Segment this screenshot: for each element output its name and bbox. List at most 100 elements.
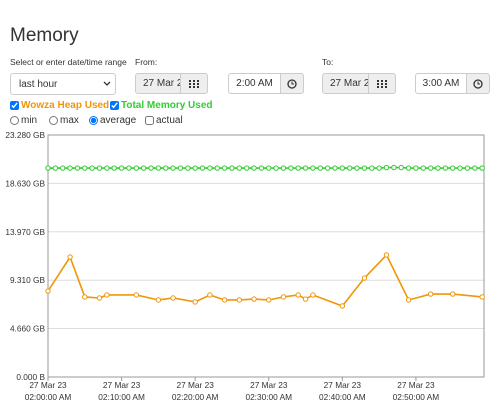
- data-point: [192, 299, 198, 305]
- data-point: [339, 165, 346, 171]
- data-point: [302, 165, 309, 171]
- legend-label: Total Memory Used: [121, 100, 213, 111]
- data-point: [427, 165, 434, 171]
- range-label: Select or enter date/time range: [10, 57, 127, 67]
- data-point: [133, 165, 140, 171]
- data-point: [236, 297, 243, 303]
- data-point: [60, 165, 66, 171]
- x-tick-label: 02:10:00 AM: [98, 392, 145, 402]
- data-point: [118, 165, 125, 171]
- data-point: [310, 292, 316, 298]
- legend-item[interactable]: Total Memory Used: [110, 100, 213, 111]
- data-point: [405, 165, 412, 171]
- data-point: [383, 252, 390, 258]
- data-point: [170, 295, 176, 301]
- data-point: [177, 165, 184, 171]
- x-tick-label: 27 Mar 23: [250, 380, 288, 390]
- mode-option[interactable]: actual: [145, 115, 183, 126]
- data-point: [133, 292, 140, 298]
- to-calendar-button[interactable]: [368, 73, 396, 94]
- data-point: [442, 165, 449, 171]
- data-point: [317, 165, 323, 171]
- y-tick-label: 4.660 GB: [10, 324, 46, 334]
- from-clock-button[interactable]: [280, 73, 304, 94]
- data-point: [391, 164, 397, 171]
- x-tick-label: 02:30:00 AM: [245, 392, 292, 402]
- data-point: [376, 165, 382, 171]
- data-point: [236, 165, 243, 171]
- mode-label: average: [100, 115, 137, 126]
- mode-radio[interactable]: [89, 116, 98, 125]
- range-select[interactable]: last hour: [10, 73, 116, 95]
- data-point: [170, 165, 176, 171]
- data-point: [479, 165, 485, 171]
- range-value: last hour: [19, 78, 58, 90]
- clock-icon: [473, 78, 483, 89]
- data-point: [52, 165, 59, 171]
- data-point: [324, 165, 331, 171]
- series-checkbox[interactable]: [110, 101, 119, 110]
- from-calendar-button[interactable]: [180, 73, 208, 94]
- data-point: [310, 165, 316, 171]
- data-point: [140, 165, 147, 171]
- data-point: [383, 164, 390, 171]
- data-point: [155, 297, 162, 303]
- data-point: [67, 254, 73, 260]
- data-point: [427, 291, 434, 297]
- dropdown-arrow: [103, 81, 111, 86]
- series-checkbox[interactable]: [10, 101, 19, 110]
- x-tick-label: 27 Mar 23: [176, 380, 214, 390]
- y-tick-label: 13.970 GB: [5, 227, 45, 237]
- mode-checkbox[interactable]: [145, 116, 154, 125]
- mode-option[interactable]: average: [89, 115, 136, 126]
- data-point: [258, 165, 265, 171]
- x-tick-label: 02:00:00 AM: [25, 392, 72, 402]
- data-point: [302, 296, 309, 302]
- data-point: [207, 292, 213, 298]
- data-point: [472, 165, 478, 171]
- data-point: [266, 165, 272, 171]
- data-point: [229, 165, 235, 171]
- mode-option[interactable]: min: [10, 115, 37, 126]
- data-point: [96, 295, 103, 301]
- data-point: [96, 165, 103, 171]
- data-point: [369, 165, 375, 171]
- page-title: Memory: [10, 25, 79, 46]
- data-point: [464, 165, 471, 171]
- data-point: [273, 165, 279, 171]
- data-point: [479, 294, 485, 300]
- data-point: [104, 165, 110, 171]
- calendar-icon: [189, 79, 199, 88]
- data-point: [82, 165, 88, 171]
- legend-item[interactable]: Wowza Heap Used: [10, 100, 109, 111]
- x-tick-label: 02:50:00 AM: [393, 392, 440, 402]
- data-point: [45, 165, 51, 171]
- data-point: [450, 291, 456, 297]
- y-tick-label: 0.000 B: [16, 372, 45, 382]
- data-point: [361, 275, 368, 281]
- clock-icon: [287, 78, 297, 89]
- to-clock-button[interactable]: [466, 73, 490, 94]
- mode-label: max: [60, 115, 79, 126]
- data-point: [155, 165, 162, 171]
- data-point: [89, 165, 95, 171]
- data-point: [207, 165, 213, 171]
- data-point: [221, 297, 228, 303]
- mode-radio[interactable]: [10, 116, 19, 125]
- data-point: [295, 292, 301, 298]
- data-point: [45, 288, 51, 294]
- data-point: [413, 165, 419, 171]
- data-point: [435, 165, 441, 171]
- data-point: [111, 165, 117, 171]
- data-point: [199, 165, 206, 171]
- data-point: [295, 165, 301, 171]
- data-point: [251, 165, 257, 171]
- mode-option[interactable]: max: [49, 115, 79, 126]
- data-point: [347, 165, 353, 171]
- data-point: [214, 165, 220, 171]
- mode-label: actual: [156, 115, 183, 126]
- data-point: [221, 165, 228, 171]
- mode-radio[interactable]: [49, 116, 58, 125]
- data-point: [339, 303, 346, 309]
- data-point: [288, 165, 294, 171]
